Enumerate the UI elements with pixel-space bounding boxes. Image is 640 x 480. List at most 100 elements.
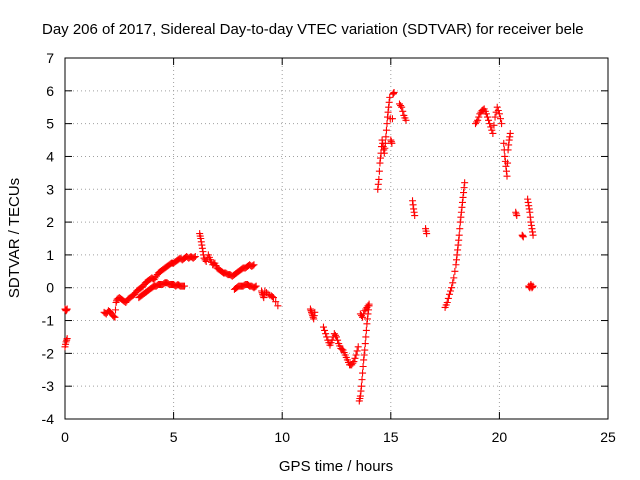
data-point	[110, 312, 118, 320]
data-point	[331, 331, 339, 339]
data-point	[402, 116, 410, 124]
data-point	[489, 129, 497, 137]
data-point	[485, 116, 493, 124]
data-point	[529, 282, 537, 290]
y-tick-label: 5	[46, 116, 54, 132]
data-point	[362, 333, 370, 341]
data-point	[354, 343, 362, 351]
grid	[65, 58, 608, 419]
x-tick-label: 25	[600, 429, 616, 445]
data-point	[451, 267, 459, 275]
data-point	[63, 335, 71, 343]
data-point	[268, 293, 276, 301]
data-point	[475, 113, 483, 121]
data-point	[365, 300, 373, 308]
data-point	[264, 290, 272, 298]
data-point	[449, 279, 457, 287]
data-point	[456, 225, 464, 233]
data-point	[461, 179, 469, 187]
data-point	[443, 298, 451, 306]
data-point	[383, 120, 391, 128]
data-point	[333, 333, 340, 341]
data-point	[349, 359, 357, 367]
data-point	[482, 110, 490, 118]
data-point	[388, 139, 396, 147]
data-point	[360, 310, 368, 318]
data-point	[252, 282, 260, 290]
data-point	[359, 362, 367, 370]
data-point	[321, 326, 329, 334]
data-point	[357, 382, 365, 390]
chart-title: Day 206 of 2017, Sidereal Day-to-day VTE…	[42, 21, 584, 38]
data-point	[350, 358, 358, 366]
data-point	[490, 121, 498, 129]
data-point	[398, 103, 406, 111]
data-point	[488, 126, 496, 134]
y-tick-label: 2	[46, 214, 54, 230]
data-point	[361, 340, 369, 348]
data-point	[483, 113, 491, 121]
data-point	[447, 287, 455, 295]
axis-ticks	[64, 57, 609, 420]
y-tick-label: 0	[46, 280, 54, 296]
x-tick-labels: 0 5 10 15 20 25	[61, 429, 616, 445]
data-point	[323, 333, 331, 341]
data-point	[359, 369, 367, 377]
data-point	[251, 283, 259, 291]
data-point	[423, 230, 431, 238]
data-point	[322, 330, 330, 338]
data-point	[397, 102, 405, 110]
data-point	[274, 302, 282, 310]
y-tick-label: -3	[42, 378, 55, 394]
y-tick-label: 6	[46, 83, 54, 99]
data-point	[493, 103, 501, 111]
data-point	[506, 129, 514, 137]
x-tick-label: 15	[383, 429, 399, 445]
data-point	[250, 261, 258, 269]
data-point	[382, 126, 390, 134]
data-point	[444, 294, 452, 302]
data-point	[311, 308, 319, 316]
data-point	[111, 306, 119, 314]
data-point	[111, 313, 119, 321]
x-tick-label: 10	[274, 429, 290, 445]
data-point	[351, 354, 359, 362]
data-point	[358, 376, 366, 384]
data-point	[261, 287, 269, 295]
data-point	[191, 253, 199, 261]
data-point	[353, 347, 361, 355]
y-tick-label: 4	[46, 148, 54, 164]
data-point	[364, 302, 372, 310]
data-point	[486, 120, 494, 128]
data-point	[375, 175, 383, 183]
y-tick-labels: -4 -3 -2 -1 0 1 2 3 4 5 6 7	[42, 50, 55, 427]
y-tick-label: 7	[46, 50, 54, 66]
plot-frame	[64, 57, 609, 420]
data-point	[513, 212, 521, 220]
x-axis-label: GPS time / hours	[279, 458, 393, 475]
data-point	[375, 167, 383, 175]
data-point	[361, 346, 369, 354]
x-tick-label: 0	[61, 429, 69, 445]
y-tick-label: -1	[42, 313, 55, 329]
data-point	[190, 253, 198, 261]
data-point	[487, 123, 495, 131]
data-point	[448, 284, 456, 292]
data-point	[519, 233, 527, 241]
data-point	[386, 93, 394, 101]
data-point	[381, 139, 389, 147]
data-point	[180, 282, 188, 290]
data-point	[529, 231, 537, 239]
data-point	[474, 116, 482, 124]
data-point	[272, 298, 280, 306]
data-point	[491, 113, 499, 121]
data-point	[450, 274, 458, 282]
data-point	[504, 159, 512, 167]
data-point	[352, 351, 360, 359]
y-tick-label: 3	[46, 181, 54, 197]
data-point	[362, 326, 370, 334]
data-point	[388, 115, 396, 123]
data-point	[445, 290, 453, 298]
data-point	[496, 115, 504, 123]
